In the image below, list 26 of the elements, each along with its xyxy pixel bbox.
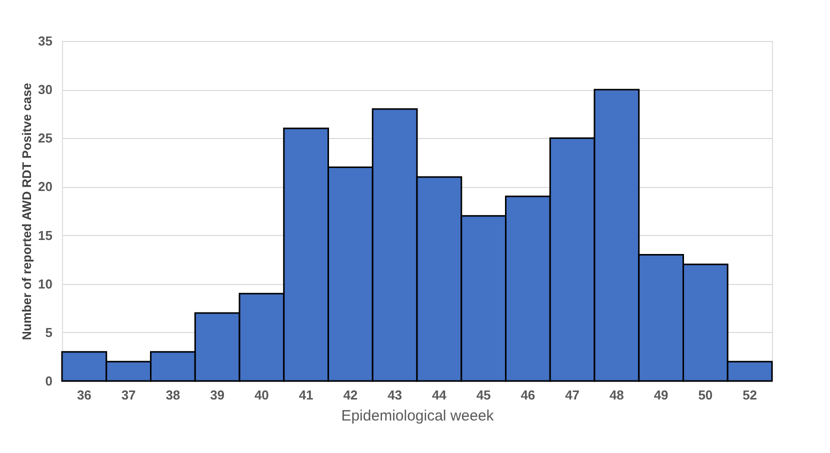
x-tick-label: 41 bbox=[298, 388, 314, 402]
x-tick-label: 40 bbox=[254, 388, 269, 402]
x-tick-label: 49 bbox=[654, 388, 668, 402]
x-tick-label: 45 bbox=[476, 388, 491, 402]
x-tick-label: 46 bbox=[520, 388, 536, 402]
y-tick-label: 5 bbox=[45, 324, 52, 340]
y-tick-label: 10 bbox=[38, 276, 52, 292]
x-tick-label: 47 bbox=[565, 388, 580, 402]
y-tick-label: 25 bbox=[38, 130, 52, 146]
x-tick-label: 37 bbox=[121, 388, 136, 402]
x-tick-label: 38 bbox=[166, 388, 180, 402]
y-tick-label: 20 bbox=[38, 179, 52, 194]
y-axis-title: Number of reported AWD RDT Positve case bbox=[20, 82, 34, 340]
x-tick-label: 52 bbox=[742, 388, 758, 402]
x-tick-label: 44 bbox=[432, 388, 448, 402]
x-axis-title: Epidemiological weeek bbox=[341, 408, 494, 424]
y-tick-label: 0 bbox=[45, 374, 52, 388]
y-tick-label: 15 bbox=[38, 228, 52, 243]
x-tick-label: 43 bbox=[388, 388, 402, 402]
y-tick-label: 30 bbox=[38, 82, 52, 98]
x-tick-label: 36 bbox=[76, 388, 92, 402]
x-tick-label: 50 bbox=[698, 388, 713, 402]
x-tick-label: 48 bbox=[609, 388, 624, 402]
x-tick-label: 42 bbox=[343, 388, 358, 402]
y-tick-label: 35 bbox=[38, 34, 52, 48]
x-tick-label: 39 bbox=[210, 388, 225, 402]
